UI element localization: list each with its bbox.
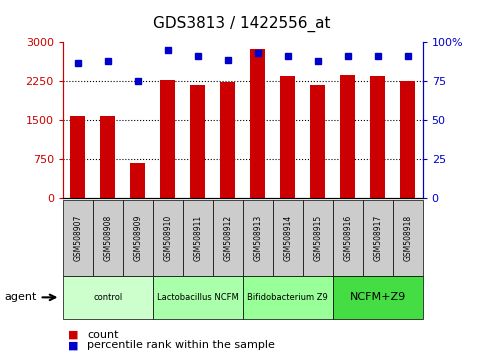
Text: GDS3813 / 1422556_at: GDS3813 / 1422556_at [153, 16, 330, 32]
Bar [370, 76, 385, 198]
Bar [220, 82, 235, 198]
Text: GSM508915: GSM508915 [313, 215, 322, 261]
Text: percentile rank within the sample: percentile rank within the sample [87, 340, 275, 350]
Text: GSM508917: GSM508917 [373, 215, 382, 261]
Text: ■: ■ [68, 340, 78, 350]
Text: GSM508914: GSM508914 [283, 215, 292, 261]
Text: GSM508918: GSM508918 [403, 215, 412, 261]
Bar [130, 163, 145, 198]
Text: GSM508907: GSM508907 [73, 215, 82, 261]
Text: Lactobacillus NCFM: Lactobacillus NCFM [157, 293, 239, 302]
Text: GSM508908: GSM508908 [103, 215, 112, 261]
Bar [190, 85, 205, 198]
Text: Bifidobacterium Z9: Bifidobacterium Z9 [247, 293, 328, 302]
Text: agent: agent [5, 292, 37, 302]
Bar [400, 81, 415, 198]
Text: control: control [93, 293, 122, 302]
Bar [100, 116, 115, 198]
Text: GSM508910: GSM508910 [163, 215, 172, 261]
Bar [71, 116, 85, 198]
Text: GSM508911: GSM508911 [193, 215, 202, 261]
Text: GSM508913: GSM508913 [253, 215, 262, 261]
Text: count: count [87, 330, 118, 339]
Text: GSM508916: GSM508916 [343, 215, 352, 261]
Text: GSM508909: GSM508909 [133, 215, 142, 261]
Bar [280, 76, 295, 198]
Text: GSM508912: GSM508912 [223, 215, 232, 261]
Text: ■: ■ [68, 330, 78, 339]
Text: NCFM+Z9: NCFM+Z9 [350, 292, 406, 302]
Bar [250, 49, 265, 198]
Bar [160, 80, 175, 198]
Bar [340, 75, 355, 198]
Bar [310, 85, 325, 198]
